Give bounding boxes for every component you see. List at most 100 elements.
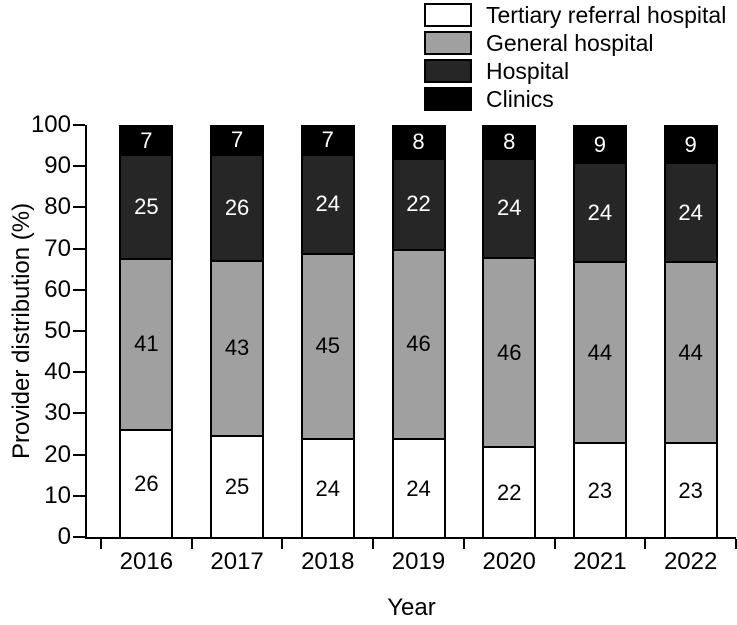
bar-segment-clinics: 7	[210, 125, 265, 154]
y-axis-tick	[73, 206, 85, 209]
legend-label: General hospital	[486, 30, 654, 56]
stacked-bar: 8 22 46 24	[391, 125, 446, 537]
x-axis-tick	[553, 539, 556, 549]
x-axis-tick	[281, 539, 284, 549]
stacked-bar: 9 24 44 23	[663, 125, 718, 537]
stacked-bar: 7 24 45 24	[300, 125, 355, 537]
bar-segment-label: 7	[321, 127, 334, 153]
y-axis-tick	[73, 453, 85, 456]
x-category-label: 2022	[663, 548, 718, 575]
y-axis-title: Provider distribution (%)	[8, 202, 35, 460]
x-category-label: 2016	[119, 548, 174, 575]
bar-segment-label: 23	[678, 477, 703, 503]
legend-item: General hospital	[424, 31, 726, 55]
y-axis-tick	[73, 371, 85, 374]
x-category-label: 2021	[573, 548, 627, 575]
bar-segment-clinics: 8	[391, 125, 446, 158]
legend-label: Hospital	[486, 58, 570, 84]
legend-swatch	[424, 59, 472, 83]
y-tick-label: 40	[44, 358, 71, 386]
x-category-label: 2018	[301, 548, 355, 575]
y-axis-tick	[73, 412, 85, 415]
y-tick-label: 20	[44, 440, 71, 468]
bar-segment-hospital: 22	[391, 157, 446, 249]
bar-segment-label: 9	[593, 131, 607, 157]
bar-segment-clinics: 9	[663, 125, 718, 163]
y-axis-tick	[73, 330, 85, 332]
bar-segment-label: 25	[224, 473, 250, 499]
bar-segment-label: 45	[315, 333, 341, 359]
y-axis-tick	[73, 247, 85, 250]
bar-segment-clinics: 9	[572, 125, 627, 163]
bar-segment-label: 9	[684, 131, 697, 157]
x-axis-tick	[735, 539, 737, 549]
stacked-bar: 9 24 44 23	[572, 125, 627, 537]
y-axis-tick	[73, 494, 85, 497]
y-axis-tick	[73, 536, 85, 538]
bar-segment-hospital: 25	[119, 154, 174, 259]
bar-segment-general-hospital: 41	[119, 258, 174, 429]
bar-segment-label: 24	[678, 199, 703, 225]
bar-segment-tertiary-referral-hospital: 22	[482, 446, 537, 537]
bar-segment-clinics: 7	[119, 125, 174, 155]
bar-segment-label: 26	[224, 194, 250, 220]
bar-segment-tertiary-referral-hospital: 23	[663, 442, 718, 537]
bar-segment-general-hospital: 43	[210, 259, 265, 435]
legend-swatch	[424, 87, 472, 111]
bar-segment-label: 24	[315, 475, 341, 501]
x-axis-tick	[372, 539, 375, 549]
bar-segment-label: 46	[406, 331, 431, 357]
stacked-bar: 8 24 46 22	[482, 125, 537, 537]
bar-segment-label: 23	[587, 477, 613, 503]
stacked-bar: 7 25 41 26	[119, 125, 174, 537]
bar-segment-label: 44	[587, 339, 613, 365]
bar-segment-label: 25	[134, 194, 159, 220]
y-tick-label: 60	[44, 275, 71, 303]
bar-segment-label: 24	[587, 199, 613, 225]
x-category-label: 2017	[210, 548, 264, 575]
bar-segment-general-hospital: 45	[300, 252, 355, 439]
bar-segment-general-hospital: 46	[482, 256, 537, 447]
bar-segment-tertiary-referral-hospital: 24	[300, 438, 355, 537]
y-tick-label: 80	[44, 193, 71, 221]
bar-segment-hospital: 24	[572, 162, 627, 261]
y-tick-label: 0	[57, 523, 71, 550]
x-axis-tick	[190, 539, 193, 549]
x-axis-tick	[462, 539, 465, 549]
y-tick-label: 50	[44, 317, 71, 344]
y-tick-label: 30	[44, 399, 71, 427]
bar-segment-label: 43	[224, 335, 250, 361]
bar-segment-label: 26	[134, 470, 159, 496]
legend-label: Clinics	[486, 86, 554, 112]
bar-segment-hospital: 24	[663, 162, 718, 261]
bar-segment-general-hospital: 44	[663, 260, 718, 443]
y-tick-label: 100	[30, 111, 71, 138]
x-axis-tick	[644, 539, 647, 549]
x-category-label: 2019	[391, 548, 446, 575]
bar-segment-label: 24	[496, 195, 522, 221]
bar-segment-label: 46	[496, 339, 522, 365]
legend-item: Clinics	[424, 87, 726, 111]
bar-segment-label: 7	[230, 127, 244, 153]
x-category-label: 2020	[482, 548, 536, 575]
bar-segment-label: 22	[496, 479, 522, 505]
chart-legend: Tertiary referral hospital General hospit…	[424, 3, 726, 111]
x-axis-title: Year	[387, 594, 436, 621]
bar-segment-label: 24	[315, 191, 341, 217]
bar-segment-tertiary-referral-hospital: 26	[119, 428, 174, 537]
bar-segment-label: 24	[406, 475, 431, 501]
y-tick-label: 90	[44, 152, 71, 180]
x-axis-tick	[100, 539, 102, 549]
y-tick-label: 70	[44, 234, 71, 262]
legend-swatch	[424, 3, 472, 27]
plot-area: Year 0 10 20 30 40 50 60 70 80 90 100 7 25 41 26 2016 7 2…	[31, 113, 737, 621]
legend-item: Tertiary referral hospital	[424, 3, 726, 27]
y-axis-tick	[73, 124, 85, 126]
bar-segment-hospital: 24	[300, 153, 355, 253]
bar-segment-label: 8	[503, 129, 516, 155]
bar-segment-hospital: 26	[210, 153, 265, 260]
bar-segment-tertiary-referral-hospital: 25	[210, 434, 265, 537]
bar-segment-tertiary-referral-hospital: 23	[572, 442, 627, 537]
y-axis-tick	[73, 288, 85, 291]
